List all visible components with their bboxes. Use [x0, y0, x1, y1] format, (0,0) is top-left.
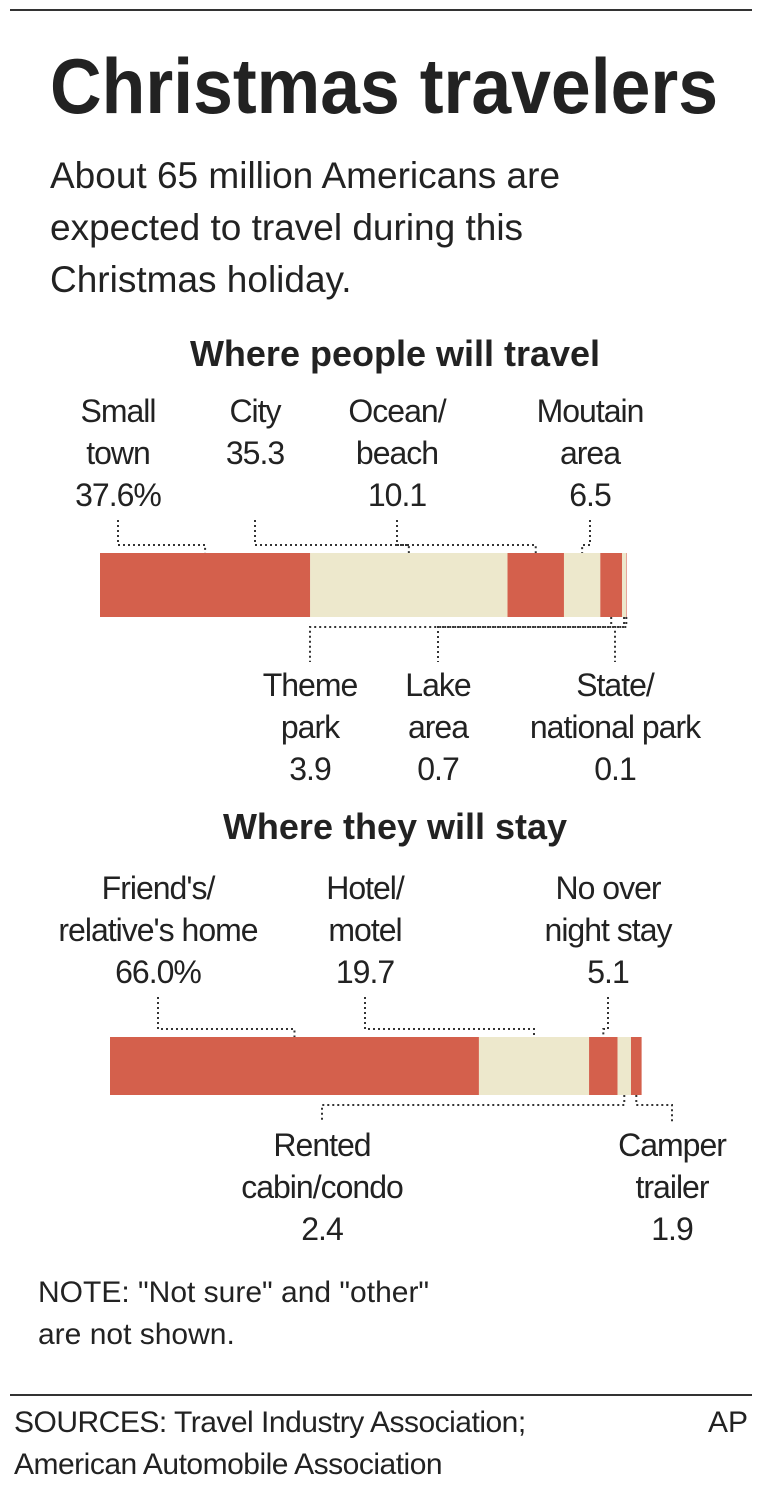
bar-segment: [563, 553, 601, 617]
credit: AP: [707, 1406, 748, 1439]
leader-line: [602, 997, 609, 1037]
leader-line: [581, 520, 591, 553]
value-label: 10.1: [367, 477, 427, 513]
value-label: 3.9: [289, 751, 331, 787]
bar-segment: [617, 1037, 631, 1095]
leader-line: [254, 520, 410, 553]
chart-title: Where people will travel: [189, 333, 601, 374]
value-label: 0.7: [417, 751, 459, 787]
leader-line: [437, 617, 626, 662]
bar-segment: [626, 553, 627, 617]
category-label: Hotel/ motel: [326, 870, 405, 948]
bar-segment: [507, 553, 564, 617]
segment-label: Lake area 0.7: [288, 664, 588, 790]
segment-label: Rented cabin/condo 2.4: [172, 1124, 472, 1250]
segment-label: State/ national park 0.1: [465, 664, 760, 790]
category-label: Camper trailer: [618, 1127, 727, 1205]
leader-line: [635, 1095, 673, 1122]
segment-label: City 35.3: [105, 390, 405, 474]
value-label: 5.1: [587, 954, 629, 990]
segment-label: Moutain area 6.5: [440, 390, 740, 516]
segment-label: Small town 37.6%: [0, 390, 268, 516]
category-label: Rented cabin/condo: [241, 1127, 404, 1205]
bar-segment: [100, 553, 311, 617]
bar-segment: [310, 553, 508, 617]
category-label: Ocean/ beach: [348, 393, 446, 471]
bar-segment: [622, 553, 627, 617]
value-label: 0.1: [594, 751, 636, 787]
bar-segment: [478, 1037, 590, 1095]
leader-line: [309, 617, 613, 662]
value-label: 37.6%: [75, 477, 162, 513]
value-label: 66.0%: [115, 954, 202, 990]
segment-label: Theme park 3.9: [160, 664, 460, 790]
leader-line: [614, 617, 628, 662]
value-label: 6.5: [569, 477, 611, 513]
bar-segment: [110, 1037, 479, 1095]
subtitle: About 65 million Americans are expected …: [50, 155, 561, 300]
category-label: Small town: [80, 393, 156, 471]
bar-segment: [630, 1037, 642, 1095]
leader-line: [396, 520, 537, 553]
leader-line: [157, 997, 296, 1037]
category-label: Moutain area: [536, 393, 645, 471]
note: NOTE: "Not sure" and "other" are not sho…: [38, 1276, 430, 1351]
segment-label: Ocean/ beach 10.1: [247, 390, 547, 516]
value-label: 1.9: [651, 1211, 693, 1247]
segment-label: No over night stay 5.1: [458, 867, 758, 993]
category-label: No over night stay: [544, 870, 673, 948]
title: Christmas travelers: [50, 42, 718, 130]
bar-segment: [600, 553, 623, 617]
segment-label: Camper trailer 1.9: [522, 1124, 760, 1250]
category-label: City: [229, 393, 281, 429]
leader-line: [117, 520, 207, 553]
segment-label: Hotel/ motel 19.7: [215, 867, 515, 993]
leader-line: [321, 1095, 626, 1122]
sources: SOURCES: Travel Industry Association; Am…: [14, 1406, 526, 1481]
category-label: Lake area: [405, 667, 471, 745]
value-label: 19.7: [335, 954, 395, 990]
chart-title: Where they will stay: [222, 806, 568, 847]
segment-label: Friend's/ relative's home 66.0%: [8, 867, 308, 993]
value-label: 35.3: [225, 435, 285, 471]
category-label: State/ national park: [529, 667, 701, 745]
bar-segment: [589, 1037, 618, 1095]
value-label: 2.4: [301, 1211, 343, 1247]
category-label: Friend's/ relative's home: [58, 870, 258, 948]
category-label: Theme park: [262, 667, 359, 745]
leader-line: [364, 997, 536, 1037]
